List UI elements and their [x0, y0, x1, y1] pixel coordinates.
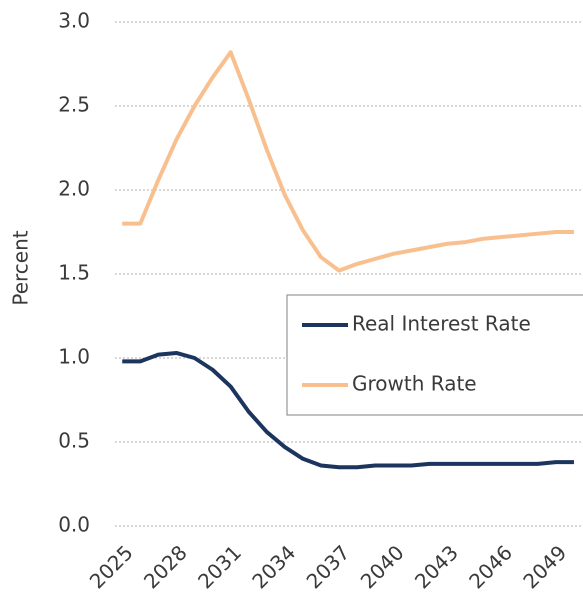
x-tick-label: 2028: [139, 540, 192, 593]
y-tick-label: 2.0: [58, 177, 90, 201]
y-axis-title: Percent: [9, 230, 33, 305]
x-tick-label: 2040: [356, 540, 409, 593]
x-tick-label: 2034: [247, 540, 300, 593]
x-tick-label: 2025: [85, 540, 138, 593]
x-tick-label: 2046: [464, 540, 517, 593]
legend-label: Real Interest Rate: [352, 312, 531, 336]
y-tick-label: 0.5: [58, 429, 90, 453]
x-tick-label: 2037: [302, 540, 355, 593]
legend-box: [286, 294, 583, 416]
y-tick-label: 0.0: [58, 513, 90, 537]
y-tick-label: 1.0: [58, 345, 90, 369]
x-tick-label: 2049: [518, 540, 571, 593]
y-tick-label: 1.5: [58, 261, 90, 285]
legend: Real Interest Rate Growth Rate: [286, 294, 583, 416]
series-line: [122, 350, 574, 470]
y-tick-label: 2.5: [58, 93, 90, 117]
y-tick-label: 3.0: [58, 9, 90, 33]
x-tick-label: 2031: [193, 540, 246, 593]
series-line: [122, 50, 574, 273]
legend-label: Growth Rate: [352, 372, 477, 396]
x-tick-label: 2043: [410, 540, 463, 593]
